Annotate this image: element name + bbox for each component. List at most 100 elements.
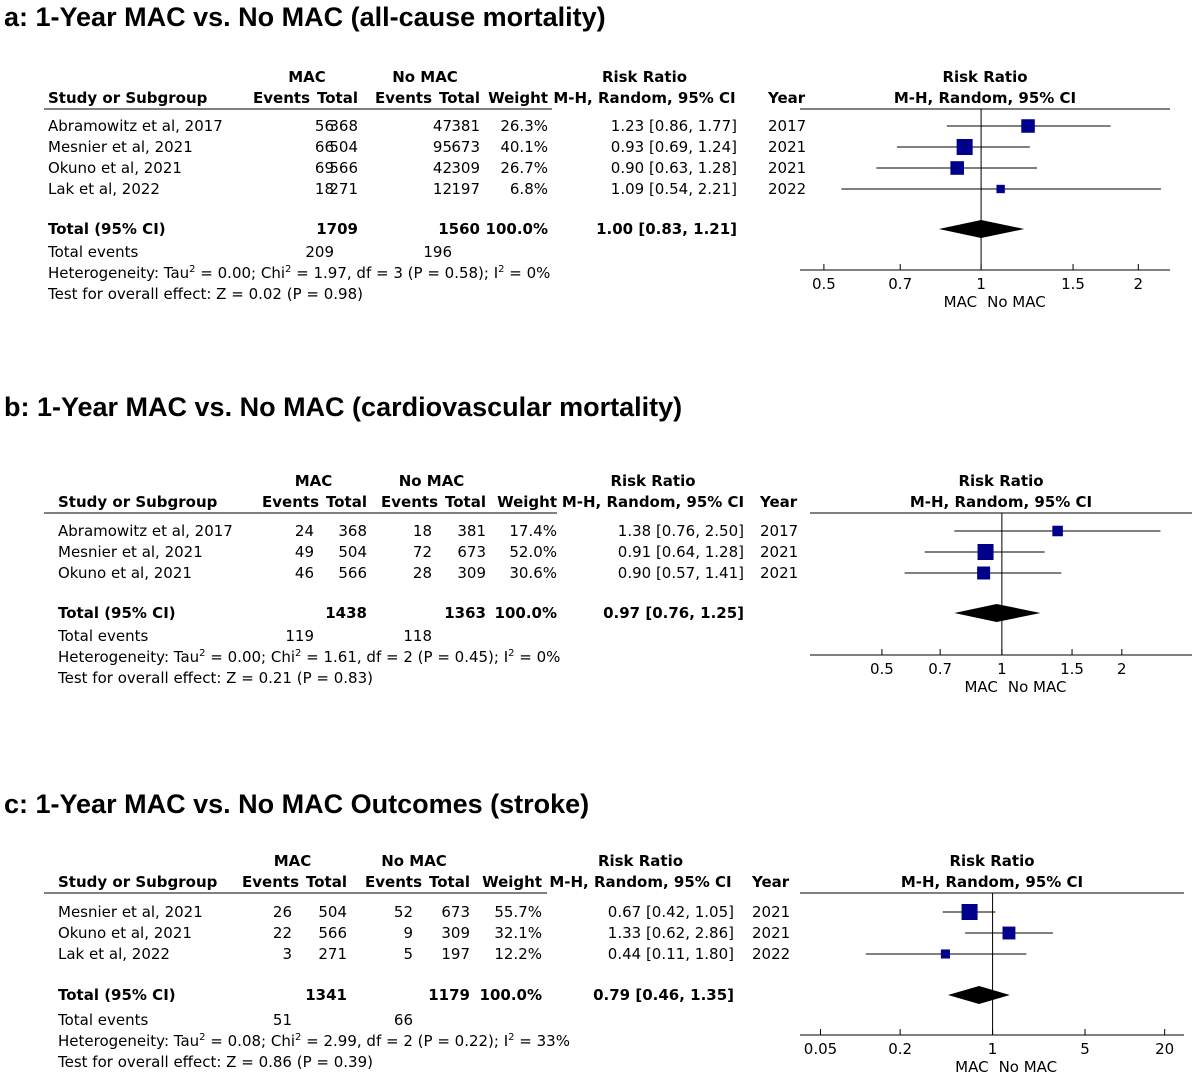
study-total-nomac: 673 [457, 543, 486, 561]
x-axis-tick-label: 0.2 [888, 1040, 912, 1058]
total-header-2: Total [445, 493, 486, 511]
risk-ratio-method-header: M-H, Random, 95% CI [549, 873, 731, 891]
x-axis-tick-label: 5 [1080, 1040, 1090, 1058]
study-events-nomac: 52 [394, 903, 413, 921]
study-total-nomac: 673 [441, 903, 470, 921]
total-events-mac: 119 [285, 627, 314, 645]
total-events-mac: 51 [273, 1011, 292, 1029]
total-weight: 100.0% [480, 986, 542, 1004]
total-label: Total (95% CI) [48, 220, 166, 238]
total-events-nomac: 66 [394, 1011, 413, 1029]
events-header-1: Events [242, 873, 299, 891]
year-header: Year [751, 873, 790, 891]
weight-header: Weight [497, 493, 557, 511]
plot-risk-ratio-header: Risk Ratio [949, 852, 1034, 870]
x-axis-tick-label: 1 [976, 275, 986, 293]
heterogeneity-part: = 1.61, df = 2 (P = 0.45); I [301, 648, 508, 666]
study-events-nomac: 47 [433, 117, 452, 135]
study-events-mac: 26 [273, 903, 292, 921]
effect-square [940, 949, 950, 959]
study-name: Lak et al, 2022 [58, 945, 170, 963]
effect-square [956, 139, 973, 155]
heterogeneity-part: = 0% [505, 264, 551, 282]
superscript-2: 2 [508, 1032, 514, 1043]
total-n-nomac: 1179 [428, 986, 470, 1004]
effect-square [977, 544, 994, 560]
effect-square [996, 184, 1005, 194]
x-axis-tick-label: 0.7 [928, 660, 952, 678]
plot-method-header: M-H, Random, 95% CI [894, 89, 1076, 107]
events-header-2: Events [365, 873, 422, 891]
events-header-1: Events [253, 89, 310, 107]
study-name: Mesnier et al, 2021 [58, 903, 203, 921]
study-events-mac: 22 [273, 924, 292, 942]
x-axis-tick-label: 0.5 [812, 275, 836, 293]
events-header-1: Events [262, 493, 319, 511]
forest-plot-b: MAC No MAC Risk Ratio Study or Subgroup Even… [44, 472, 1192, 696]
study-name: Okuno et al, 2021 [58, 564, 192, 582]
heterogeneity-part: = 0.00; Chi [206, 648, 295, 666]
panel-a-title: a: 1-Year MAC vs. No MAC (all-cause mort… [4, 2, 606, 32]
total-label: Total (95% CI) [58, 986, 176, 1004]
superscript-2: 2 [199, 1032, 205, 1043]
study-ci: 1.38 [0.76, 2.50] [618, 522, 744, 540]
study-ci: 0.93 [0.69, 1.24] [611, 138, 737, 156]
group1-header: MAC [295, 472, 333, 490]
group2-header: No MAC [392, 68, 458, 86]
forest-plot-a: MAC No MAC Risk Ratio Study or Subgroup Even… [44, 68, 1170, 311]
study-total-nomac: 381 [451, 117, 480, 135]
study-header: Study or Subgroup [48, 89, 208, 107]
study-total-mac: 504 [318, 903, 347, 921]
study-events-nomac: 42 [433, 159, 452, 177]
risk-ratio-header: Risk Ratio [598, 852, 683, 870]
total-n-mac: 1341 [305, 986, 347, 1004]
favours-mac-label: MAC [955, 1058, 988, 1076]
study-events-mac: 49 [295, 543, 314, 561]
superscript-2: 2 [508, 648, 514, 659]
favours-mac-label: MAC [964, 678, 997, 696]
panel-c-title: c: 1-Year MAC vs. No MAC Outcomes (strok… [4, 789, 590, 819]
study-total-nomac: 309 [457, 564, 486, 582]
heterogeneity-part: = 33% [515, 1032, 570, 1050]
total-weight: 100.0% [486, 220, 548, 238]
total-events-nomac: 118 [403, 627, 432, 645]
study-name: Mesnier et al, 2021 [58, 543, 203, 561]
heterogeneity-part: = 2.99, df = 2 (P = 0.22); I [301, 1032, 508, 1050]
effect-square [977, 566, 991, 580]
study-events-mac: 56 [315, 117, 334, 135]
study-total-nomac: 309 [451, 159, 480, 177]
study-events-mac: 18 [315, 180, 334, 198]
total-events-mac: 209 [305, 243, 334, 261]
study-ci: 0.67 [0.42, 1.05] [608, 903, 734, 921]
study-ci: 0.90 [0.57, 1.41] [618, 564, 744, 582]
study-total-mac: 566 [318, 924, 347, 942]
year-header: Year [759, 493, 798, 511]
heterogeneity-part: = 0.00; Chi [196, 264, 285, 282]
effect-square [1002, 926, 1016, 940]
weight-header: Weight [488, 89, 548, 107]
total-events-label: Total events [47, 243, 139, 261]
risk-ratio-method-header: M-H, Random, 95% CI [553, 89, 735, 107]
study-total-mac: 368 [329, 117, 358, 135]
total-header-1: Total [306, 873, 347, 891]
overall-effect-text: Test for overall effect: Z = 0.86 (P = 0… [57, 1053, 373, 1071]
effect-square [1021, 119, 1035, 133]
group1-header: MAC [288, 68, 326, 86]
favours-nomac-label: No MAC [999, 1058, 1058, 1076]
events-header-2: Events [375, 89, 432, 107]
superscript-2: 2 [295, 648, 301, 659]
risk-ratio-method-header: M-H, Random, 95% CI [562, 493, 744, 511]
study-year: 2021 [768, 138, 806, 156]
plot-method-header: M-H, Random, 95% CI [910, 493, 1092, 511]
total-events-nomac: 196 [423, 243, 452, 261]
effect-square [950, 161, 965, 175]
study-events-nomac: 95 [433, 138, 452, 156]
heterogeneity-part: Heterogeneity: Tau [58, 1032, 199, 1050]
study-total-mac: 504 [338, 543, 367, 561]
study-events-mac: 66 [315, 138, 334, 156]
heterogeneity-part: Heterogeneity: Tau [48, 264, 189, 282]
study-events-mac: 3 [282, 945, 292, 963]
weight-header: Weight [482, 873, 542, 891]
study-total-mac: 271 [318, 945, 347, 963]
study-year: 2021 [760, 543, 798, 561]
